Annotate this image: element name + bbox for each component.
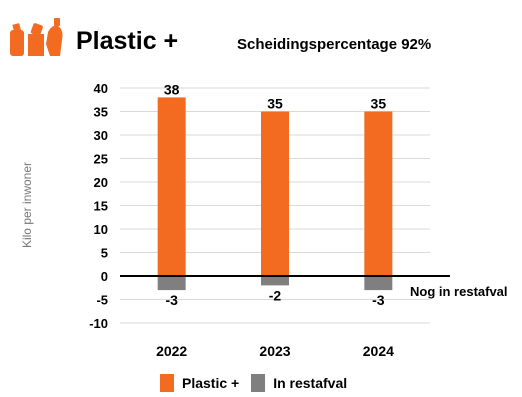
y-tick-label: 20 — [94, 175, 108, 190]
y-tick-label: 30 — [94, 128, 108, 143]
chart-subtitle: Scheidingspercentage 92% — [237, 36, 432, 53]
data-label: -2 — [269, 287, 282, 303]
x-tick-label: 2023 — [259, 343, 290, 359]
y-tick-label: 5 — [101, 246, 108, 261]
data-label: 38 — [164, 81, 180, 97]
data-label: 35 — [371, 96, 387, 112]
bar-plastic-2023 — [261, 111, 289, 276]
data-label: 35 — [267, 96, 283, 112]
y-tick-label: 15 — [94, 199, 108, 214]
y-tick-label: -5 — [96, 293, 108, 308]
bar-plastic-2022 — [157, 97, 186, 277]
legend-label-plastic: Plastic + — [182, 375, 240, 391]
y-tick-label: 0 — [101, 269, 108, 284]
data-label: -3 — [165, 292, 178, 308]
y-tick-label: 35 — [94, 105, 108, 120]
bar-plastic-2024 — [364, 111, 393, 276]
plastic-bottles-icon — [10, 18, 63, 56]
y-tick-label: -10 — [89, 316, 108, 331]
legend-swatch-plastic — [160, 374, 174, 392]
bar-restafval-2022 — [157, 276, 186, 291]
y-tick-label: 10 — [94, 222, 108, 237]
legend-item-plastic: Plastic + — [160, 374, 239, 392]
annotation-nog-in-restafval: Nog in restafval — [410, 284, 508, 299]
y-tick-label: 25 — [94, 152, 108, 167]
bar-restafval-2024 — [364, 276, 393, 291]
page-title: Plastic + — [76, 27, 179, 55]
x-tick-label: 2022 — [156, 343, 187, 359]
chart-legend: Plastic + In restafval — [160, 374, 359, 392]
legend-swatch-restafval — [251, 374, 266, 392]
data-label: -3 — [372, 292, 385, 308]
bar-restafval-2023 — [261, 276, 289, 286]
y-tick-label: 40 — [94, 81, 108, 96]
legend-item-restafval: In restafval — [251, 374, 347, 392]
x-tick-label: 2024 — [363, 343, 394, 359]
legend-label-restafval: In restafval — [273, 375, 348, 391]
